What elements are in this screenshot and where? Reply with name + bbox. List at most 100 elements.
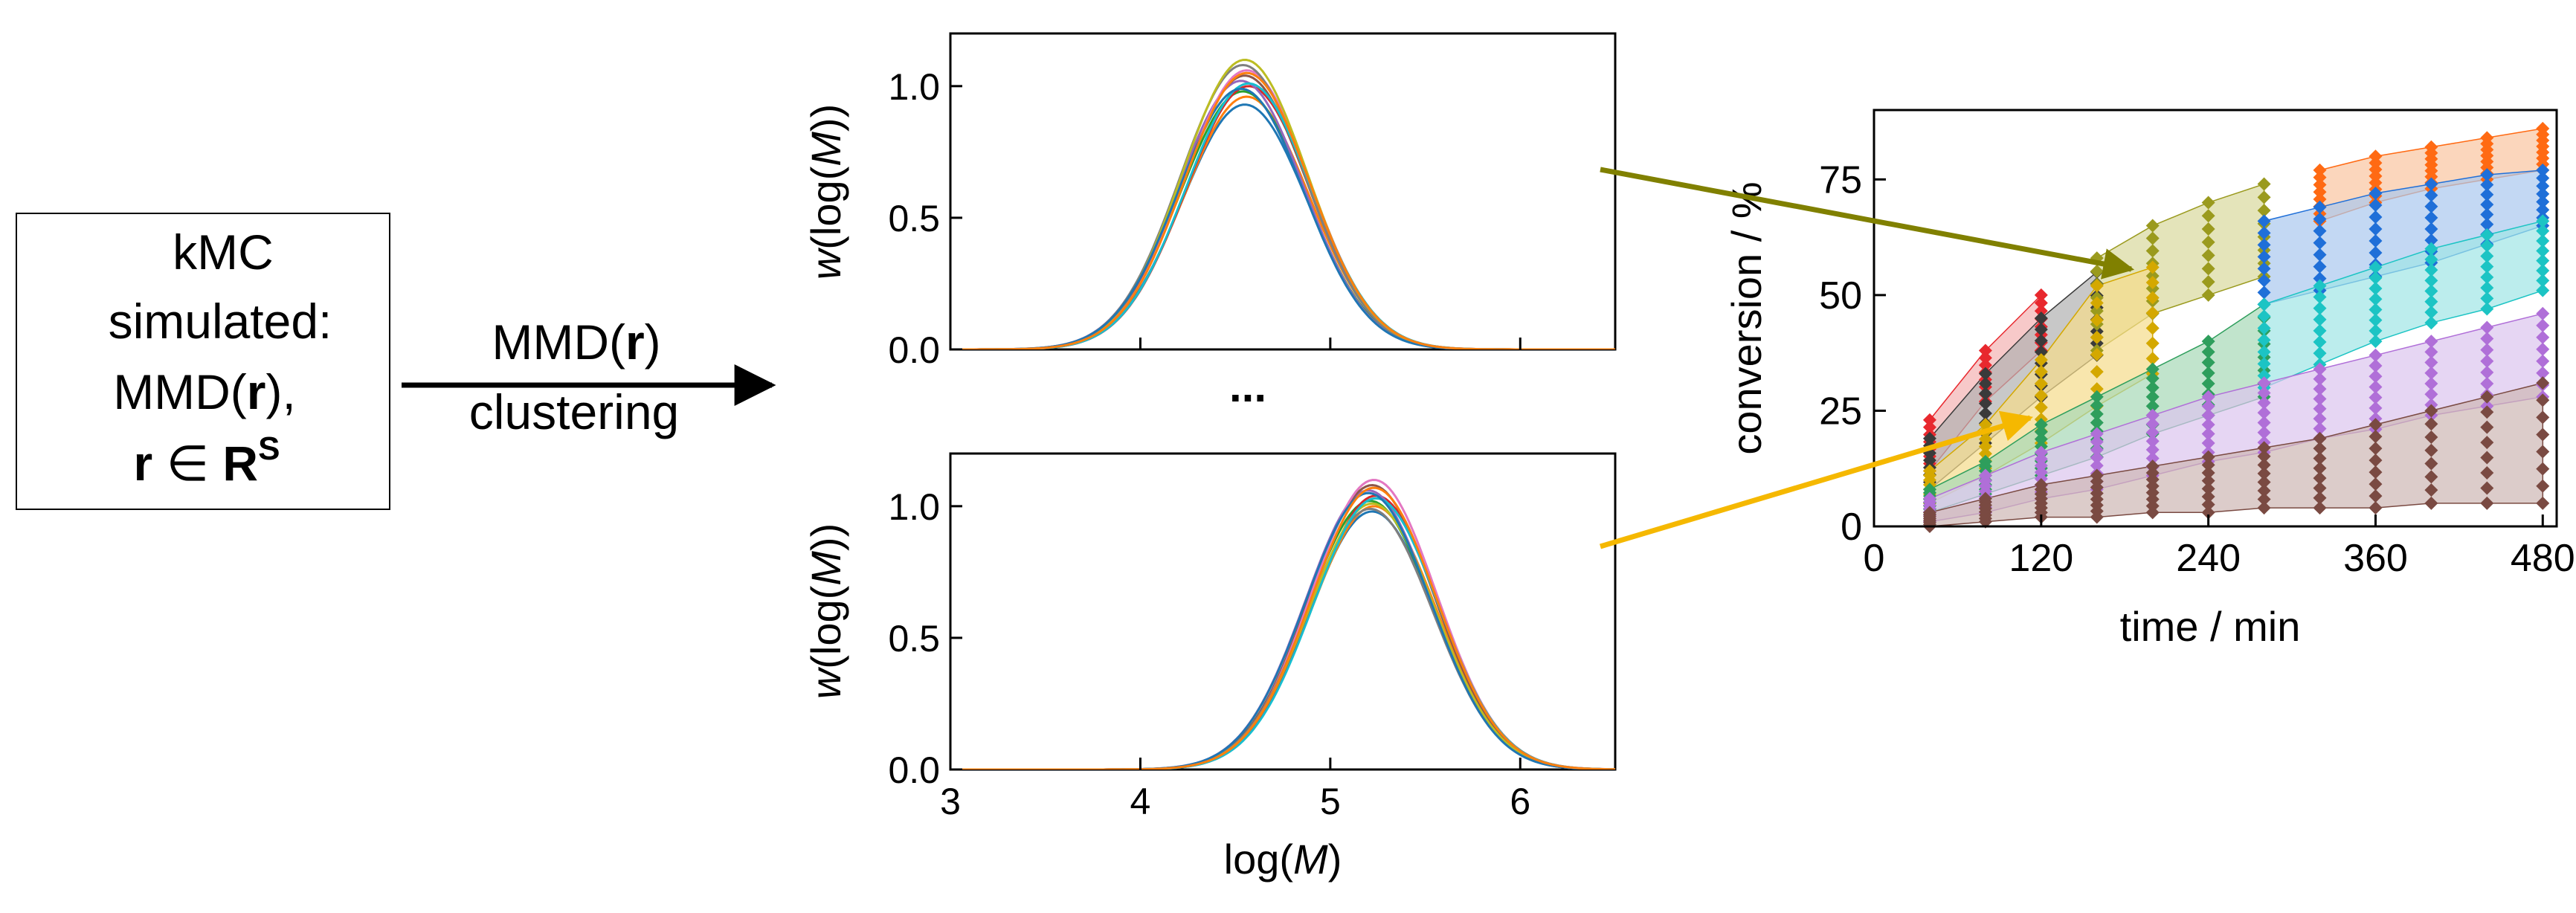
input-box-frame [16,213,390,510]
conversion-point-red [1922,420,1936,434]
conversion-point-brown [2257,484,2271,497]
conversion-point-gold [2145,276,2160,289]
mmd-curve [952,510,1615,770]
conversion-point-cyan [2424,252,2438,266]
conversion-point-brown [1978,491,1992,506]
conversion-point-dark-gray [1922,454,1936,468]
conversion-point-blue [2536,203,2550,217]
conversion-point-blue [2257,238,2271,252]
ytick-label: 0.5 [888,198,940,239]
conversion-point-red [1978,351,1992,365]
conversion-point-olive [2090,264,2104,278]
conversion-point-dark-gray [2034,334,2048,348]
conversion-point-purple [2313,382,2327,396]
conversion-point-olive [2201,248,2215,262]
conversion-point-cyan [2257,333,2271,347]
mmd-top-yticks: 0.0 0.5 1.0 [888,66,962,371]
mmd-top-ylabel-suffix: )) [802,104,849,132]
conversion-point-purple [2369,359,2383,372]
conversion-point-purple [2090,459,2104,473]
conversion-point-olive [2201,262,2215,276]
conversion-point-green [2201,335,2215,349]
conversion-point-brown [2424,443,2438,457]
conversion-points [1922,121,2550,533]
conversion-point-green [2090,416,2104,430]
conversion-point-purple [2536,318,2550,332]
conversion-xtick-label: 240 [2176,537,2241,580]
conversion-point-cyan [2369,271,2383,285]
conversion-point-green [2201,345,2215,359]
conversion-point-cyan [2257,309,2271,323]
conversion-point-brown [2536,496,2550,510]
conversion-point-brown [2201,450,2215,464]
input-box: kMC simulated: MMD(r), r ∈ RS [16,213,390,510]
mmd-top-frame [949,32,1617,351]
conversion-point-dark-gray [1978,387,1992,401]
conversion-point-cyan [2536,244,2550,258]
conversion-point-cyan [2536,224,2550,238]
conversion-frame [1873,109,2558,528]
conversion-point-brown [2257,458,2271,472]
mmd-top-ylabel-M: M [802,132,849,167]
conversion-point-purple [2090,427,2104,441]
conversion-point-cyan [2257,345,2271,359]
conversion-point-purple [2201,408,2215,422]
mmd-curve [952,90,1615,349]
conversion-point-brown [2369,501,2383,515]
conversion-point-blue [2424,177,2438,191]
conversion-point-cyan [2369,313,2383,327]
conversion-point-dark-gray [1978,367,1992,381]
conversion-point-green [2090,390,2104,404]
clustering-arrow-label1: MMD(r) [492,314,660,370]
conversion-point-brown [2369,430,2383,444]
input-box-line3-r: r [247,364,266,419]
conversion-point-purple [2313,362,2327,376]
conversion-point-brown [2536,428,2550,442]
conversion-point-gold [2090,365,2104,378]
conversion-point-blue [2536,179,2550,193]
input-box-line4: r ∈ RS [134,430,280,491]
conversion-point-purple [1978,468,1992,483]
conversion-point-cyan [2480,270,2494,284]
conversion-point-orange [2369,149,2383,164]
mmd-bottom-frame [949,452,1617,771]
olive-mapping-arrow [1600,167,2135,280]
conversion-point-brown [2313,481,2327,495]
conversion-point-blue [2424,233,2438,248]
conversion-point-purple [2369,348,2383,362]
conversion-point-red [2034,304,2048,318]
conversion-point-cyan [2369,303,2383,317]
conversion-point-cyan [2257,297,2271,312]
conversion-point-gold [2034,389,2048,402]
conversion-point-brown [2313,491,2327,505]
mmd-top-curves [952,58,1615,349]
conversion-point-cyan [2480,228,2494,242]
conversion-point-dark-gray [1978,396,1992,410]
mmd-bottom-ylabel-suffix: )) [802,523,849,551]
conversion-point-purple [2480,377,2494,390]
conversion-point-cyan [2480,281,2494,295]
conversion-point-brown [2369,477,2383,491]
input-box-line3-suffix: ), [265,364,295,419]
conversion-point-orange [2313,170,2327,184]
conversion-point-purple [2424,366,2438,380]
mmd-curve [952,502,1615,770]
conversion-point-cyan [2424,274,2438,288]
conversion-point-blue [2257,285,2271,300]
mmd-curve [952,69,1615,349]
conversion-point-purple [2145,425,2160,439]
conversion-point-gold [2034,401,2048,414]
conversion-point-blue [2313,248,2327,262]
conversion-point-green [2201,366,2215,380]
conversion-point-brown [2536,445,2550,459]
conversion-point-brown [2313,471,2327,485]
mmd-curve [952,71,1615,349]
ytick-label: 0.5 [888,618,940,659]
conversion-point-cyan [2424,263,2438,277]
conversion-xticks: 0 120 240 360 480 [1864,514,2575,580]
conversion-point-brown [2369,442,2383,456]
conversion-point-blue [2313,259,2327,274]
conversion-point-gold [2034,377,2048,390]
conversion-point-cyan [2369,335,2383,349]
